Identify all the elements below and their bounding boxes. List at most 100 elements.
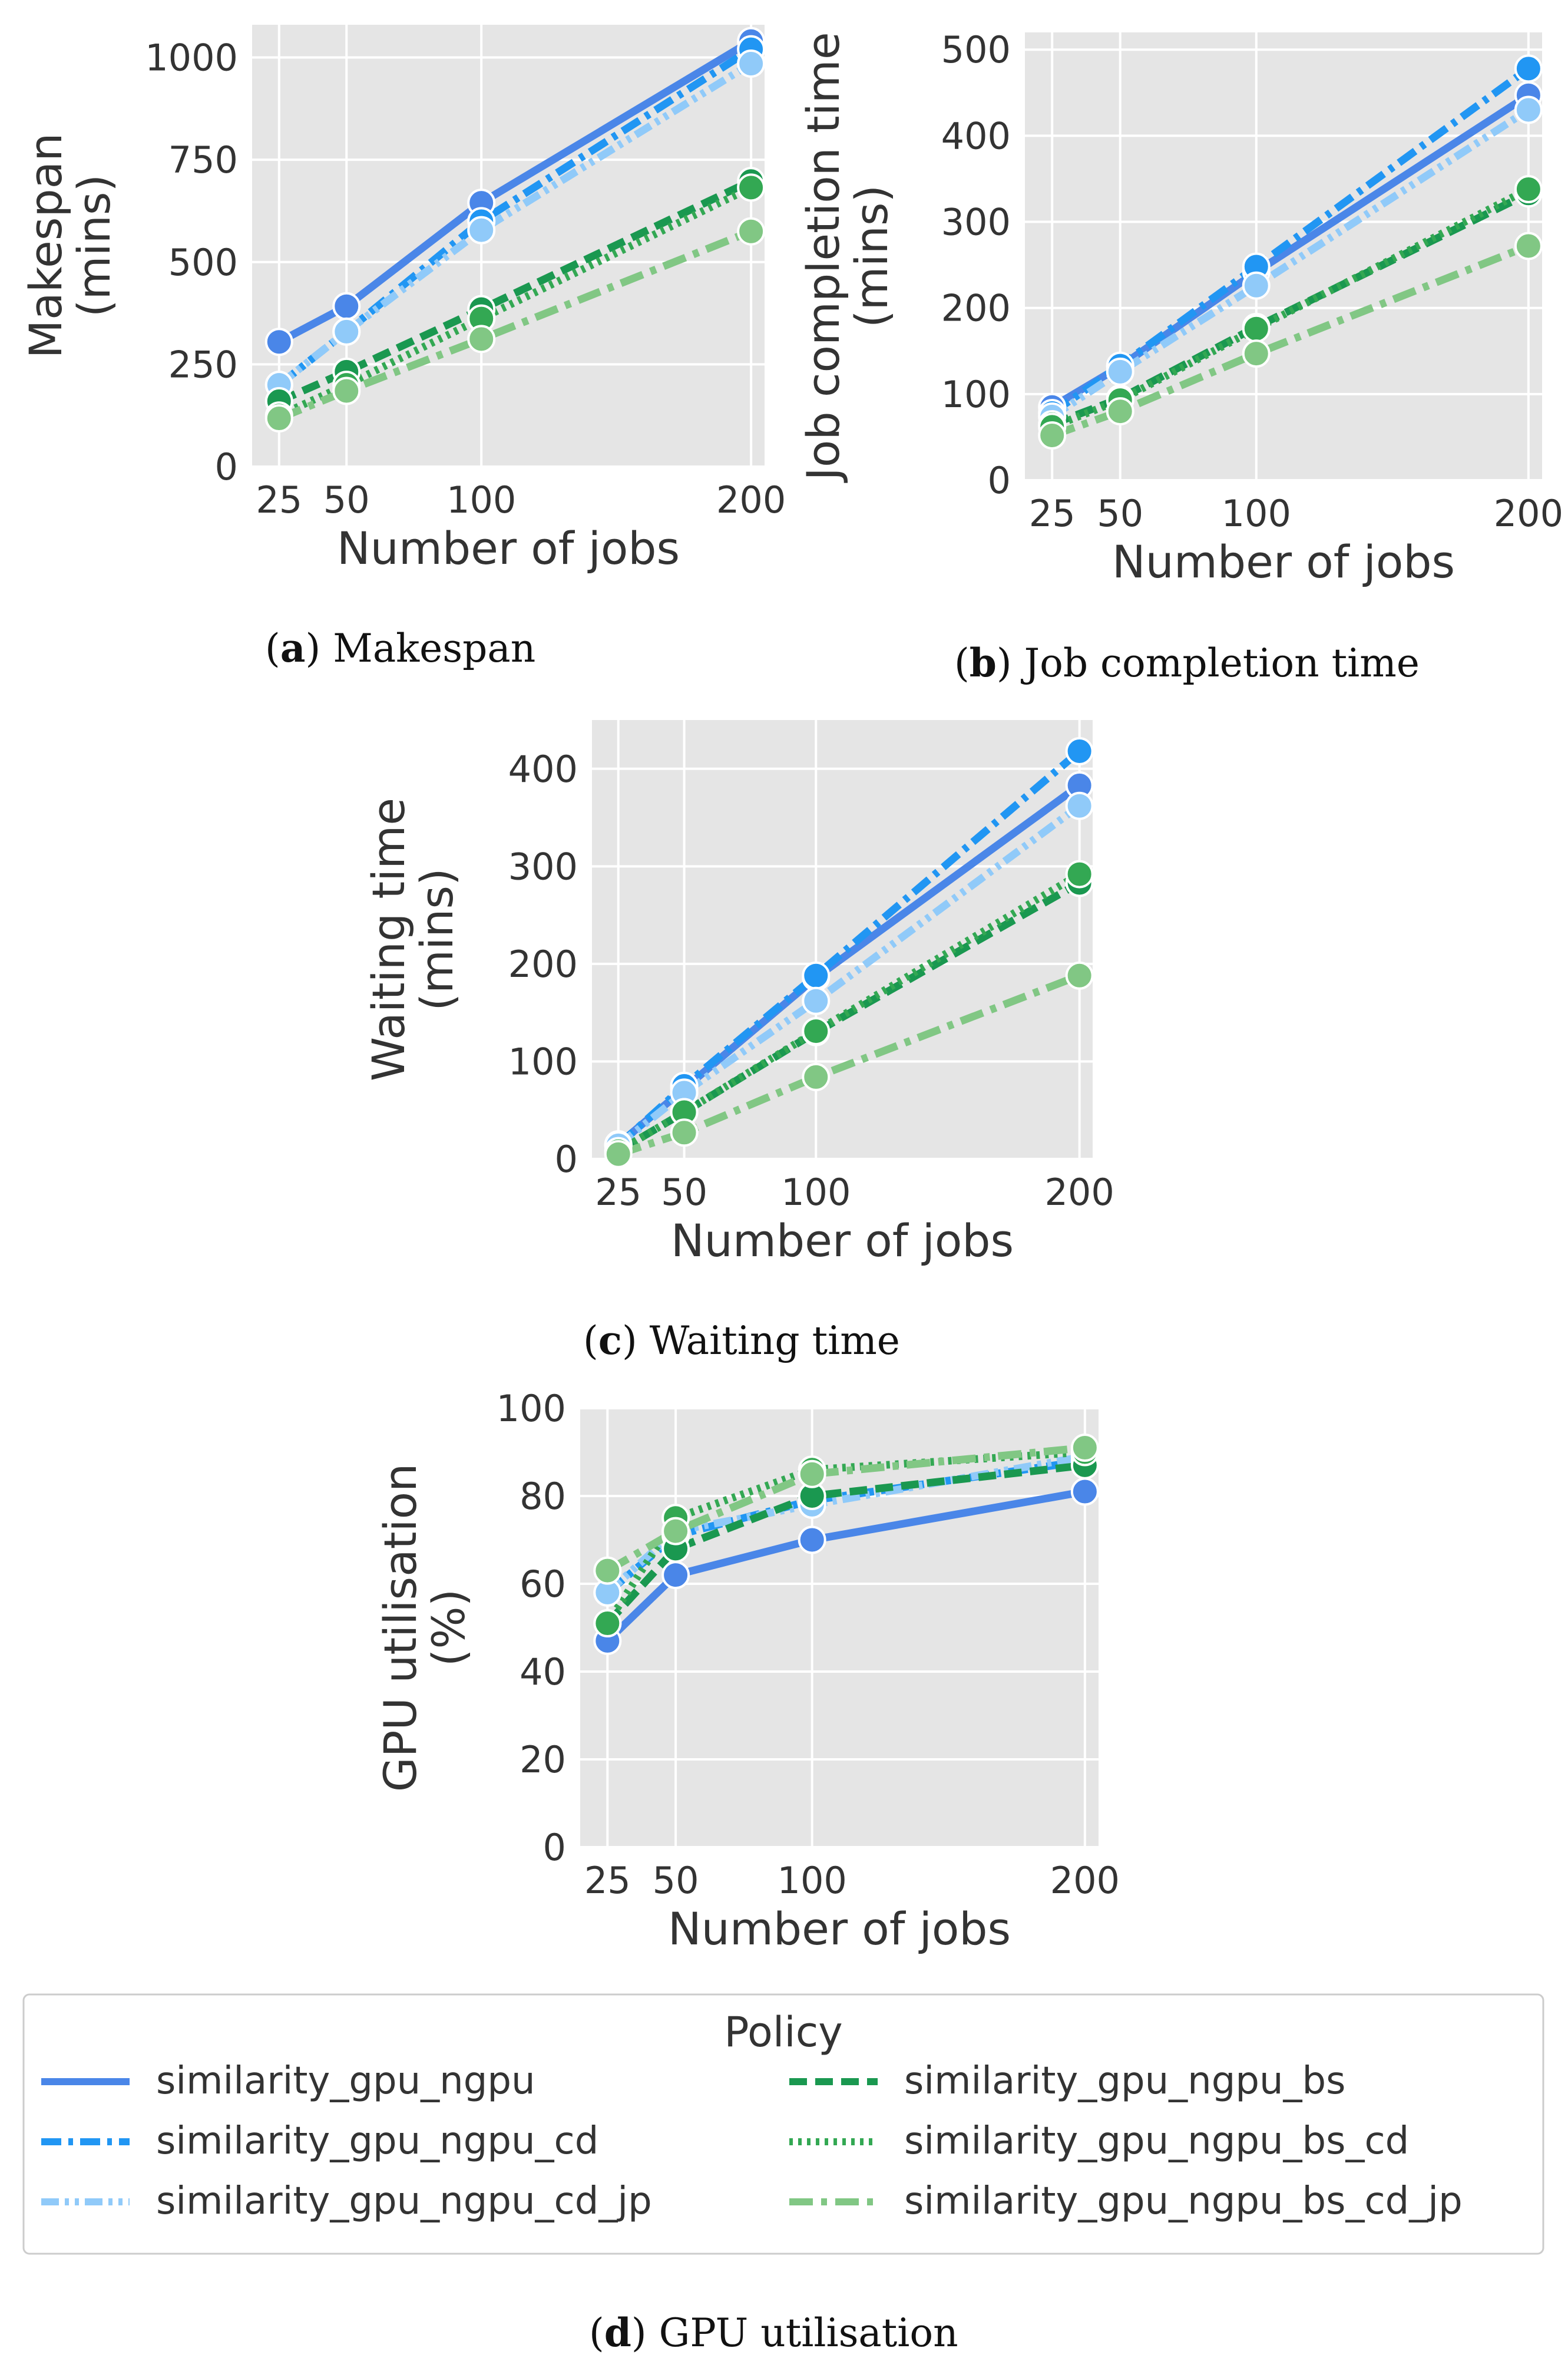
x-tick-label: 100 <box>1222 492 1291 535</box>
x-tick-label: 25 <box>1029 492 1076 535</box>
y-tick-label: 0 <box>215 445 238 488</box>
data-point-similarity_gpu_ngpu_bs_cd_jp <box>663 1518 689 1544</box>
data-point-similarity_gpu_ngpu_bs_cd_jp <box>738 219 764 245</box>
y-tick-label: 400 <box>941 114 1011 157</box>
x-tick-label: 50 <box>1097 492 1143 535</box>
data-point-similarity_gpu_ngpu_bs_cd_jp <box>468 326 494 352</box>
x-axis-label: Number of jobs <box>337 522 680 574</box>
data-point-similarity_gpu_ngpu_cd_jp <box>738 51 764 77</box>
y-tick-label: 300 <box>508 845 578 888</box>
x-tick-label: 25 <box>595 1171 641 1214</box>
data-point-similarity_gpu_ngpu_bs_cd_jp <box>333 378 359 404</box>
legend-label: similarity_gpu_ngpu <box>156 2059 535 2103</box>
data-point-similarity_gpu_ngpu_cd <box>803 963 829 989</box>
y-tick-label: 750 <box>168 138 238 181</box>
x-axis-label: Number of jobs <box>668 1903 1011 1955</box>
caption-a: (a) Makespan <box>265 625 535 671</box>
chart-panel-b: 0 100 200 300 400 500 25 50 100 200 Number of jobs… <box>797 28 1563 588</box>
x-axis-label: Number of jobs <box>671 1214 1014 1267</box>
y-tick-label: 0 <box>988 459 1011 502</box>
y-tick-label: 40 <box>520 1650 566 1693</box>
plot-area <box>592 720 1093 1159</box>
data-point-similarity_gpu_ngpu_bs_cd <box>738 174 764 200</box>
caption-c: (c) Waiting time <box>583 1317 900 1363</box>
data-point-similarity_gpu_ngpu_bs_cd_jp <box>1516 233 1541 259</box>
y-tick-label: 0 <box>543 1826 566 1869</box>
y-tick-label: 500 <box>168 241 238 284</box>
data-point-similarity_gpu_ngpu <box>266 329 292 355</box>
x-tick-label: 50 <box>323 478 370 521</box>
chart-panel-a: 0 250 500 750 1000 25 50 100 200 Number of jobs Ma… <box>19 25 786 574</box>
y-axis-label: (mins) <box>845 185 898 328</box>
caption-b: (b) Job completion time <box>954 640 1420 686</box>
y-tick-label: 400 <box>508 748 578 791</box>
data-point-similarity_gpu_ngpu_cd <box>1516 55 1541 81</box>
data-point-similarity_gpu_ngpu_cd <box>1067 738 1093 764</box>
y-tick-label: 250 <box>168 343 238 386</box>
x-tick-label: 200 <box>1044 1171 1114 1214</box>
y-tick-label: 60 <box>520 1563 566 1606</box>
legend-label: similarity_gpu_ngpu_bs <box>904 2059 1345 2103</box>
data-point-similarity_gpu_ngpu_bs_cd_jp <box>266 405 292 431</box>
data-point-similarity_gpu_ngpu_bs_cd <box>594 1610 620 1636</box>
data-point-similarity_gpu_ngpu_bs_cd <box>803 1018 829 1044</box>
x-tick-label: 200 <box>716 478 786 521</box>
y-tick-label: 100 <box>941 373 1011 416</box>
data-point-similarity_gpu_ngpu_cd_jp <box>1516 97 1541 123</box>
y-tick-label: 0 <box>555 1138 578 1181</box>
data-point-similarity_gpu_ngpu_bs_cd_jp <box>1039 422 1065 448</box>
x-tick-label: 25 <box>256 478 302 521</box>
y-tick-label: 300 <box>941 201 1011 244</box>
x-tick-label: 100 <box>778 1859 847 1902</box>
data-point-similarity_gpu_ngpu_cd_jp <box>1067 793 1093 819</box>
y-tick-label: 80 <box>520 1475 566 1518</box>
y-tick-label: 200 <box>941 287 1011 330</box>
y-tick-label: 100 <box>508 1040 578 1083</box>
legend: Policy similarity_gpu_ngpu similarity_gpu_… <box>24 1994 1543 2254</box>
data-point-similarity_gpu_ngpu_bs_cd_jp <box>1067 963 1093 989</box>
y-tick-label: 1000 <box>145 37 238 80</box>
data-point-similarity_gpu_ngpu_bs_cd <box>1243 316 1269 342</box>
data-point-similarity_gpu_ngpu_cd_jp <box>803 988 829 1014</box>
y-axis-label: Job completion time <box>797 32 849 483</box>
data-point-similarity_gpu_ngpu <box>333 293 359 319</box>
chart-panel-c: 0 100 200 300 400 25 50 100 200 Number of jobs Wai… <box>362 720 1114 1267</box>
data-point-similarity_gpu_ngpu <box>663 1562 689 1588</box>
legend-label: similarity_gpu_ngpu_cd <box>156 2119 598 2163</box>
chart-panel-d: 0 20 40 60 80 100 25 50 100 200 Number of jobs GPU … <box>374 1387 1120 1955</box>
data-point-similarity_gpu_ngpu_bs_cd_jp <box>606 1141 631 1167</box>
figure: 0250500750100025 50 100 200Number of jobsMa… <box>0 0 1568 2358</box>
y-tick-label: 200 <box>508 943 578 986</box>
data-point-similarity_gpu_ngpu_bs_cd_jp <box>1243 341 1269 366</box>
data-point-similarity_gpu_ngpu_cd_jp <box>333 319 359 345</box>
data-point-similarity_gpu_ngpu_bs_cd_jp <box>671 1119 697 1145</box>
y-axis-label: Makespan <box>19 133 72 359</box>
y-axis-label: (mins) <box>68 174 120 317</box>
x-tick-label: 100 <box>781 1171 851 1214</box>
x-tick-label: 200 <box>1494 492 1563 535</box>
x-tick-label: 100 <box>446 478 516 521</box>
data-point-similarity_gpu_ngpu_bs_cd_jp <box>803 1064 829 1090</box>
data-point-similarity_gpu_ngpu_bs_cd_jp <box>594 1558 620 1584</box>
y-tick-label: 100 <box>497 1387 566 1430</box>
y-axis-label: GPU utilisation <box>374 1464 426 1792</box>
caption-d: (d) GPU utilisation <box>589 2310 958 2356</box>
data-point-similarity_gpu_ngpu <box>1072 1479 1098 1505</box>
data-point-similarity_gpu_ngpu <box>799 1527 825 1553</box>
y-tick-label: 500 <box>941 28 1011 71</box>
data-point-similarity_gpu_ngpu_bs_cd <box>1067 861 1093 887</box>
y-tick-label: 20 <box>520 1738 566 1781</box>
legend-label: similarity_gpu_ngpu_cd_jp <box>156 2179 652 2223</box>
data-point-similarity_gpu_ngpu_cd_jp <box>1243 273 1269 299</box>
x-tick-label: 25 <box>584 1859 631 1902</box>
data-point-similarity_gpu_ngpu_bs_cd <box>1516 176 1541 202</box>
y-axis-label: Waiting time <box>362 798 415 1081</box>
x-tick-label: 200 <box>1050 1859 1120 1902</box>
data-point-similarity_gpu_ngpu_bs_cd_jp <box>1107 398 1133 424</box>
data-point-similarity_gpu_ngpu_cd_jp <box>1107 359 1133 385</box>
legend-label: similarity_gpu_ngpu_bs_cd <box>904 2119 1409 2163</box>
legend-title: Policy <box>724 2008 842 2056</box>
data-point-similarity_gpu_ngpu_bs_cd_jp <box>1072 1435 1098 1461</box>
x-axis-label: Number of jobs <box>1112 536 1455 588</box>
data-point-similarity_gpu_ngpu_cd_jp <box>468 217 494 243</box>
